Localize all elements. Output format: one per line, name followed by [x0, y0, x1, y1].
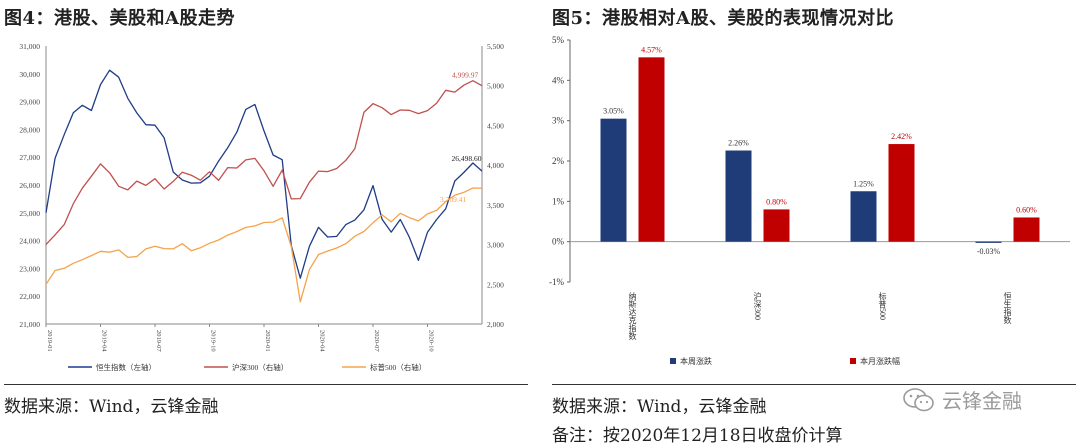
- legend-swatch: [850, 358, 856, 364]
- left-divider: [4, 384, 528, 385]
- x-tick-label: 2019-01: [46, 330, 53, 352]
- value-annotation: 26,498.60: [451, 154, 481, 163]
- y-right-tick-label: 4,000: [487, 161, 504, 170]
- y-tick-label: 5%: [552, 35, 565, 45]
- right-figure-title: 图5：港股相对A股、美股的表现情况对比: [552, 8, 894, 29]
- y-left-tick-label: 24,000: [19, 237, 40, 246]
- bar: [638, 57, 665, 242]
- bar-value-label: 3.05%: [603, 107, 624, 116]
- legend-label: 恒生指数（左轴）: [96, 362, 156, 372]
- wechat-icon: [903, 387, 934, 411]
- y-left-tick-label: 21,000: [19, 320, 40, 329]
- bar-value-label: 2.42%: [891, 132, 912, 141]
- y-right-tick-label: 2,500: [487, 280, 504, 289]
- left-data-source: 数据来源：Wind，云锋金融: [4, 397, 219, 417]
- legend-swatch: [670, 358, 676, 364]
- right-bar-chart: -1% 0% 1% 2% 3% 4% 5% 3.05% 4.57% 纳斯达克指数 2.26% 0.80…: [549, 35, 1070, 366]
- x-tick-label: 2019-04: [101, 330, 108, 352]
- bar-value-label: 2.26%: [728, 139, 749, 148]
- y-left-tick-label: 29,000: [19, 98, 40, 107]
- bar: [1013, 217, 1040, 242]
- legend-label: 本周涨跌: [680, 356, 712, 366]
- y-left-tick-label: 31,000: [19, 42, 40, 51]
- bar: [600, 118, 627, 242]
- bar-value-label: 0.60%: [1016, 205, 1037, 214]
- y-left-tick-label: 25,000: [19, 209, 40, 218]
- y-left-tick-label: 28,000: [19, 125, 40, 134]
- y-right-tick-label: 4,500: [487, 121, 504, 130]
- y-tick-label: -1%: [549, 277, 564, 287]
- x-tick-label: 2020-10: [428, 330, 435, 352]
- left-figure-title: 图4：港股、美股和A股走势: [4, 8, 235, 29]
- bar-value-label: 1.25%: [853, 179, 874, 188]
- y-right-tick-label: 2,000: [487, 320, 504, 329]
- watermark: 云锋金融: [902, 385, 1022, 414]
- right-note: 备注：按2020年12月18日收盘价计算: [552, 426, 843, 446]
- bar: [850, 191, 877, 242]
- legend-label: 本月涨跌幅: [860, 356, 900, 366]
- bar-value-label: 4.57%: [641, 45, 662, 54]
- y-left-tick-label: 23,000: [19, 264, 40, 273]
- right-divider: [552, 384, 1076, 385]
- value-annotation: 4,999.97: [452, 71, 479, 80]
- y-right-tick-label: 3,500: [487, 201, 504, 210]
- series-line: [45, 80, 483, 246]
- category-label: 标普500: [878, 291, 887, 320]
- legend-label: 标普500（右轴）: [370, 362, 426, 372]
- bar: [975, 241, 1002, 243]
- series-line: [45, 69, 483, 279]
- bar: [763, 209, 790, 242]
- left-line-chart: 21,000 22,000 23,000 24,000 25,000 26,000 27,0…: [19, 42, 504, 372]
- y-right-tick-label: 3,000: [487, 241, 504, 250]
- y-tick-label: 4%: [552, 75, 565, 85]
- x-tick-label: 2019-07: [155, 330, 162, 352]
- bar-value-label: -0.03%: [977, 247, 1001, 256]
- bar-value-label: 0.80%: [766, 197, 787, 206]
- x-tick-label: 2020-04: [319, 330, 326, 352]
- y-tick-label: 3%: [552, 116, 565, 126]
- y-tick-label: 1%: [552, 196, 565, 206]
- category-label: 纳斯达克指数: [628, 291, 637, 341]
- y-left-tick-label: 30,000: [19, 70, 40, 79]
- bar: [725, 150, 752, 242]
- watermark-text: 云锋金融: [942, 389, 1022, 413]
- x-tick-label: 2020-07: [373, 330, 380, 352]
- value-annotation: 3,709.41: [440, 195, 467, 204]
- category-label: 沪深300: [753, 291, 762, 320]
- y-right-tick-label: 5,500: [487, 42, 504, 51]
- y-tick-label: 2%: [552, 156, 565, 166]
- y-left-tick-label: 27,000: [19, 153, 40, 162]
- y-left-tick-label: 26,000: [19, 181, 40, 190]
- y-tick-label: 0%: [552, 237, 565, 247]
- series-line: [45, 187, 483, 303]
- y-left-tick-label: 22,000: [19, 292, 40, 301]
- y-right-tick-label: 5,000: [487, 82, 504, 91]
- legend-label: 沪深300（右轴）: [232, 362, 288, 372]
- x-tick-label: 2019-10: [210, 330, 217, 352]
- bar: [888, 144, 915, 242]
- category-label: 恒生指数: [1003, 291, 1012, 325]
- right-data-source: 数据来源：Wind，云锋金融: [552, 397, 767, 417]
- x-tick-label: 2020-01: [264, 330, 271, 352]
